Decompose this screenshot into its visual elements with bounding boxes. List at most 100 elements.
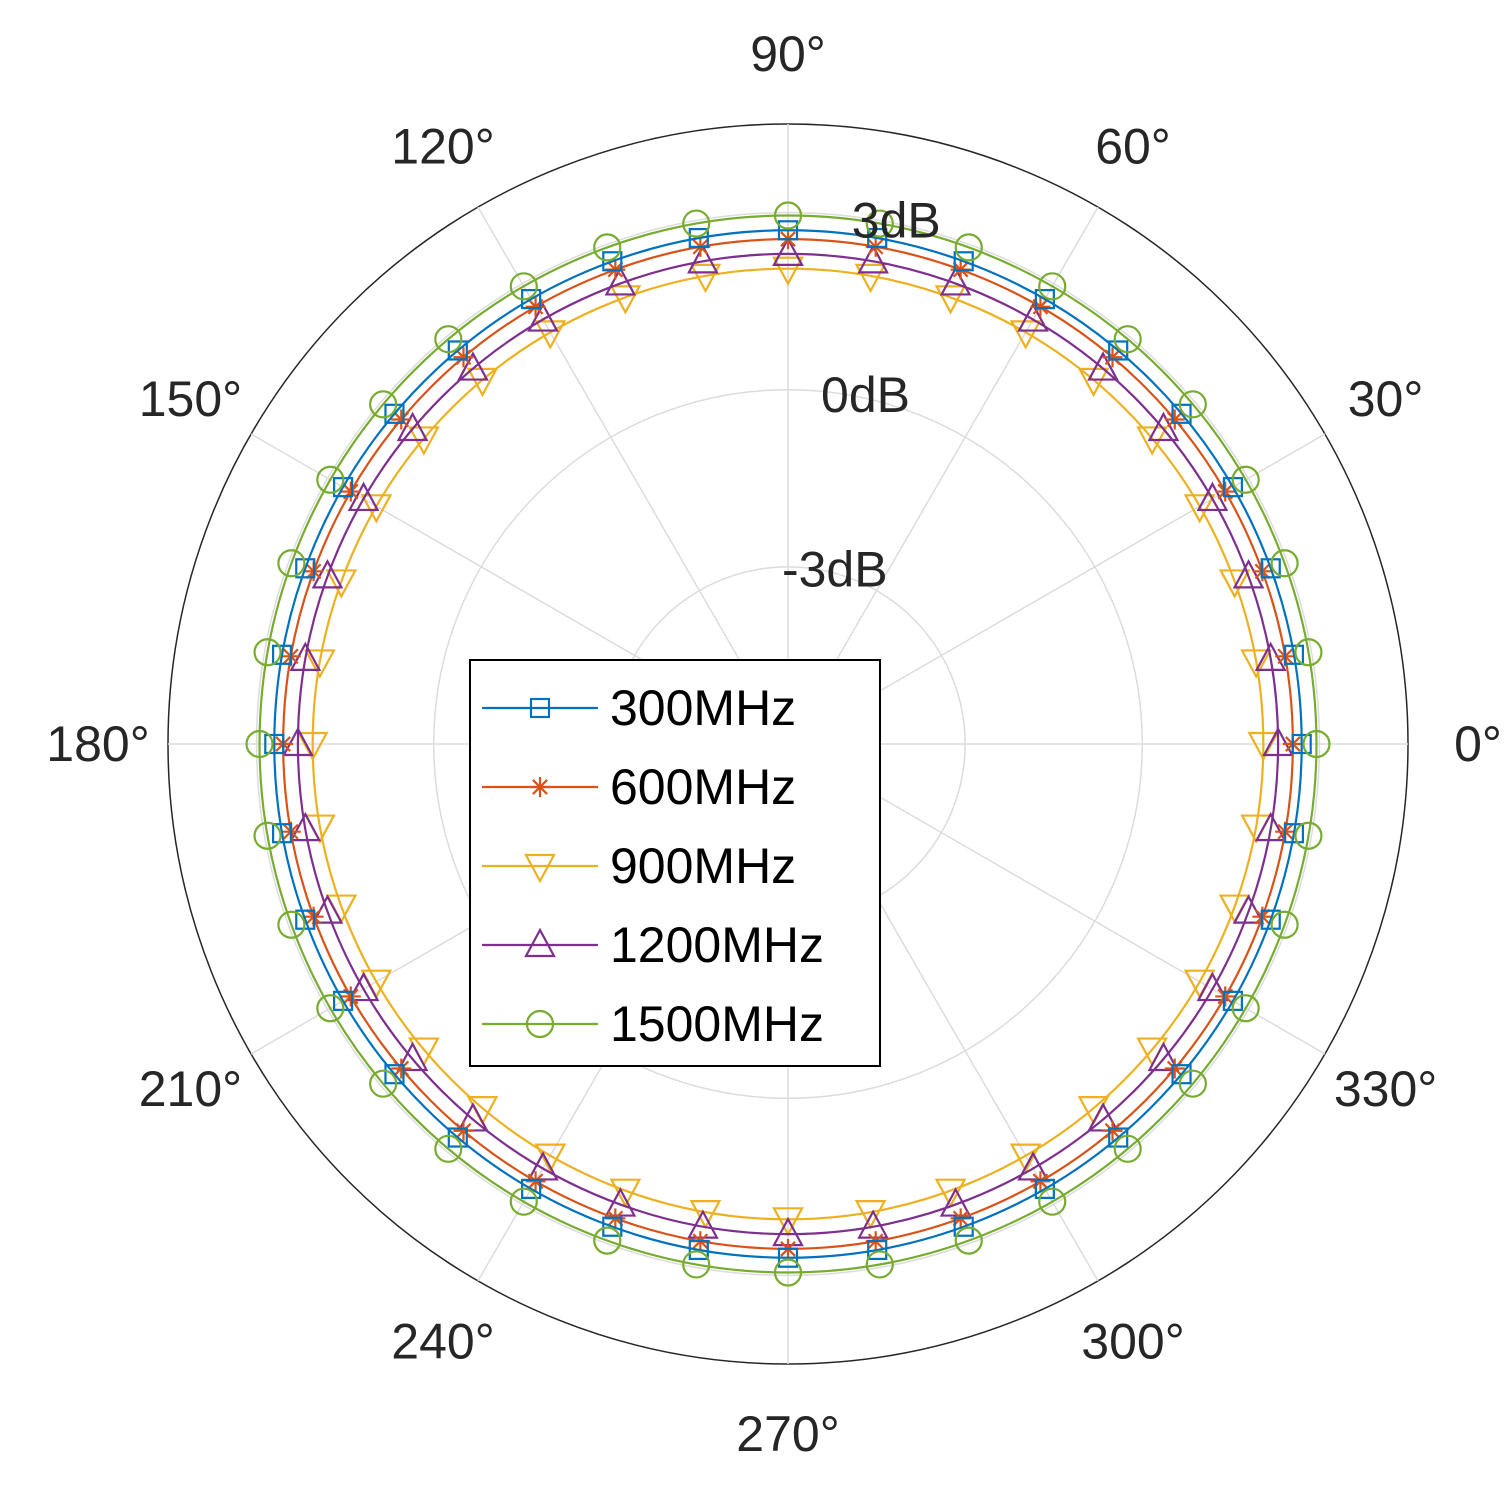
- marker-circle: [1178, 1069, 1207, 1098]
- marker-triangle-down: [689, 263, 722, 294]
- marker-circle: [277, 549, 306, 578]
- marker-triangle-up: [1017, 1151, 1049, 1181]
- r-tick-label: -3dB: [782, 542, 888, 598]
- marker-square: [777, 220, 799, 241]
- legend: 300MHz 600MHz 900MHz 1200MHz 1500MHz: [469, 659, 881, 1067]
- marker-asterisk: [453, 1120, 474, 1141]
- marker-triangle-up: [772, 236, 804, 267]
- marker-square: [867, 227, 888, 249]
- theta-tick-label: 150°: [139, 371, 242, 427]
- marker-circle: [773, 201, 803, 230]
- marker-square: [295, 558, 316, 579]
- marker-asterisk: [1164, 409, 1185, 430]
- marker-circle: [1178, 390, 1207, 419]
- marker-circle: [509, 272, 538, 301]
- marker-asterisk: [1164, 1058, 1185, 1079]
- marker-asterisk: [340, 986, 361, 1007]
- series-layer: [245, 201, 1331, 1287]
- legend-entry: 900MHz: [482, 838, 796, 894]
- marker-triangle-down: [304, 649, 336, 679]
- marker-square: [1260, 558, 1281, 579]
- marker-triangle-down: [296, 731, 329, 762]
- marker-triangle-down: [854, 263, 887, 294]
- theta-tick-label: 120°: [391, 118, 494, 174]
- marker-triangle-up: [524, 927, 556, 958]
- marker-circle: [525, 1009, 555, 1039]
- legend-label: 300MHz: [610, 680, 796, 736]
- marker-triangle-down: [1183, 494, 1216, 524]
- marker-asterisk: [1102, 347, 1123, 368]
- marker-square: [953, 1216, 974, 1237]
- marker-circle: [1270, 910, 1299, 939]
- theta-tick-label: 210°: [139, 1061, 242, 1117]
- marker-triangle-down: [1009, 1143, 1042, 1173]
- marker-square: [688, 227, 709, 249]
- legend-label: 1500MHz: [610, 996, 824, 1052]
- marker-triangle-down: [534, 1143, 567, 1173]
- marker-triangle-up: [857, 244, 889, 274]
- theta-tick-label: 270°: [736, 1406, 839, 1462]
- marker-circle: [277, 910, 306, 939]
- legend-entry: 600MHz: [482, 759, 796, 815]
- legend-label: 900MHz: [610, 838, 796, 894]
- marker-triangle-down: [1218, 569, 1251, 599]
- marker-circle: [682, 1250, 711, 1279]
- marker-asterisk: [391, 1058, 412, 1079]
- marker-square: [1171, 1064, 1192, 1085]
- marker-circle: [369, 390, 398, 419]
- theta-tick-label: 330°: [1334, 1061, 1437, 1117]
- r-tick-label: 0dB: [821, 367, 910, 423]
- theta-tick-label: 240°: [391, 1314, 494, 1370]
- marker-triangle-up: [527, 302, 559, 332]
- marker-circle: [1038, 1187, 1067, 1216]
- marker-circle: [316, 994, 345, 1023]
- marker-circle: [773, 1258, 803, 1287]
- marker-circle: [682, 209, 711, 238]
- r-tick-label: 3dB: [852, 193, 941, 249]
- marker-triangle-down: [534, 320, 567, 350]
- marker-triangle-down: [609, 285, 642, 315]
- marker-asterisk: [453, 347, 474, 368]
- marker-circle: [369, 1069, 398, 1098]
- marker-circle: [954, 233, 983, 262]
- theta-tick-label: 180°: [46, 716, 149, 772]
- marker-circle: [253, 821, 282, 850]
- marker-triangle-up: [311, 559, 344, 589]
- marker-triangle-up: [1017, 302, 1049, 332]
- marker-triangle-up: [1232, 559, 1265, 589]
- marker-triangle-up: [1262, 726, 1294, 757]
- marker-square: [953, 251, 974, 272]
- marker-square: [447, 340, 468, 361]
- marker-circle: [954, 1226, 983, 1255]
- marker-circle: [1038, 272, 1067, 301]
- marker-square: [447, 1127, 468, 1148]
- marker-circle: [1302, 729, 1331, 759]
- marker-square: [271, 823, 293, 844]
- marker-triangle-up: [457, 351, 489, 381]
- legend-entry: 300MHz: [482, 680, 796, 736]
- marker-triangle-up: [527, 1151, 559, 1181]
- marker-triangle-down: [524, 853, 556, 884]
- marker-square: [271, 644, 293, 665]
- theta-tick-label: 60°: [1095, 118, 1171, 174]
- marker-triangle-up: [1147, 411, 1180, 442]
- marker-triangle-up: [396, 1041, 429, 1072]
- marker-triangle-up: [1196, 971, 1229, 1002]
- marker-square: [384, 1064, 405, 1085]
- marker-triangle-up: [1147, 1041, 1180, 1072]
- marker-circle: [1294, 638, 1323, 667]
- marker-circle: [316, 465, 345, 494]
- marker-square: [1260, 909, 1281, 930]
- marker-triangle-up: [939, 266, 972, 296]
- marker-square: [1108, 340, 1129, 361]
- marker-triangle-up: [1254, 811, 1287, 842]
- marker-circle: [1231, 994, 1260, 1023]
- marker-triangle-down: [1247, 731, 1280, 762]
- marker-triangle-up: [282, 726, 314, 757]
- marker-circle: [434, 325, 463, 354]
- marker-square: [1283, 644, 1305, 665]
- marker-square: [602, 251, 623, 272]
- marker-square: [1283, 823, 1305, 844]
- marker-square: [867, 1239, 888, 1261]
